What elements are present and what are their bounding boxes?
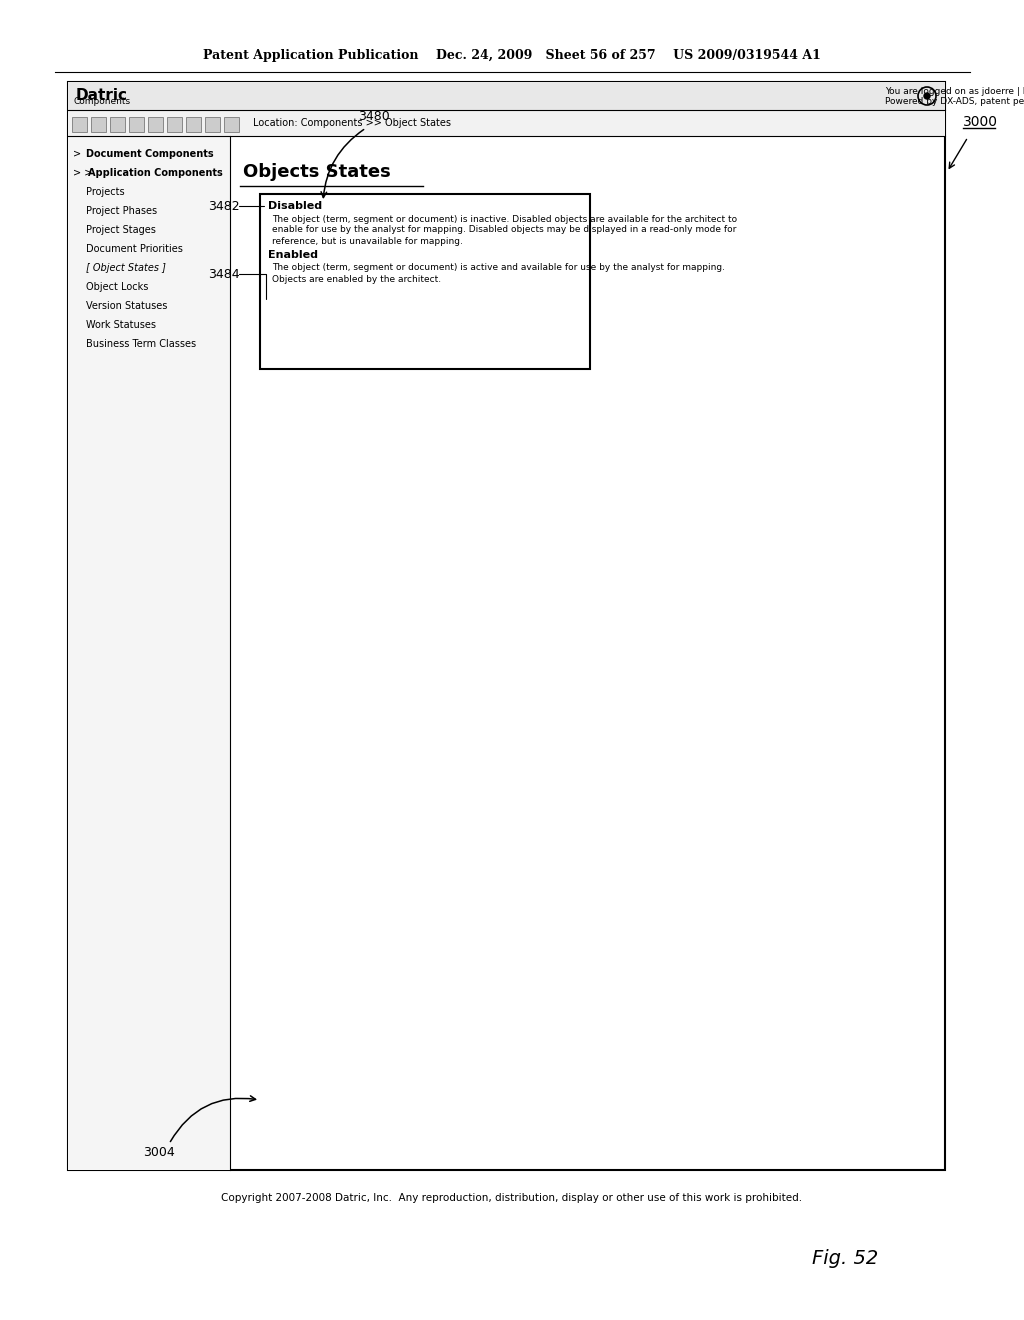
- Text: Project Phases: Project Phases: [86, 206, 157, 216]
- Text: Location: Components >> Object States: Location: Components >> Object States: [253, 117, 451, 128]
- Text: The object (term, segment or document) is active and available for use by the an: The object (term, segment or document) i…: [272, 264, 725, 272]
- Text: > >: > >: [73, 168, 92, 178]
- Bar: [91, 117, 106, 132]
- Text: Objects States: Objects States: [243, 162, 391, 181]
- Bar: [68, 82, 945, 1170]
- Bar: [129, 117, 144, 132]
- Text: Patent Application Publication    Dec. 24, 2009   Sheet 56 of 257    US 2009/031: Patent Application Publication Dec. 24, …: [203, 49, 821, 62]
- Text: 3004: 3004: [143, 1146, 175, 1159]
- Bar: [148, 117, 163, 132]
- Bar: [72, 117, 87, 132]
- Text: Powered by DX-ADS, patent pending: Powered by DX-ADS, patent pending: [885, 98, 1024, 107]
- Bar: [205, 117, 220, 132]
- Bar: [167, 117, 182, 132]
- Text: Components: Components: [73, 98, 130, 107]
- Text: Object Locks: Object Locks: [86, 282, 148, 292]
- Text: >: >: [73, 149, 81, 158]
- Text: Document Priorities: Document Priorities: [86, 244, 183, 253]
- Text: The object (term, segment or document) is inactive. Disabled objects are availab: The object (term, segment or document) i…: [272, 214, 737, 223]
- Text: Business Term Classes: Business Term Classes: [86, 339, 197, 348]
- Text: You are logged on as jdoerre | Log Out: You are logged on as jdoerre | Log Out: [885, 87, 1024, 96]
- Text: Objects are enabled by the architect.: Objects are enabled by the architect.: [272, 275, 441, 284]
- Text: 3480: 3480: [358, 110, 390, 123]
- Text: Document Components: Document Components: [86, 149, 214, 158]
- Text: enable for use by the analyst for mapping. Disabled objects may be displayed in : enable for use by the analyst for mappin…: [272, 226, 736, 235]
- Text: Copyright 2007-2008 Datric, Inc.  Any reproduction, distribution, display or oth: Copyright 2007-2008 Datric, Inc. Any rep…: [221, 1193, 803, 1203]
- Text: [ Object States ]: [ Object States ]: [86, 263, 166, 273]
- Text: Application Components: Application Components: [88, 168, 223, 178]
- Text: 3482: 3482: [208, 199, 240, 213]
- Text: Datric: Datric: [76, 88, 128, 103]
- Text: Disabled: Disabled: [268, 201, 323, 211]
- Text: reference, but is unavailable for mapping.: reference, but is unavailable for mappin…: [272, 236, 463, 246]
- Text: Project Stages: Project Stages: [86, 224, 156, 235]
- Bar: [260, 194, 590, 370]
- Text: 3000: 3000: [963, 115, 998, 129]
- Text: Enabled: Enabled: [268, 249, 318, 260]
- Bar: [224, 117, 239, 132]
- Bar: [68, 82, 945, 110]
- Text: Version Statuses: Version Statuses: [86, 301, 167, 312]
- Text: Fig. 52: Fig. 52: [812, 1249, 879, 1267]
- Text: Projects: Projects: [86, 187, 125, 197]
- Circle shape: [924, 92, 930, 99]
- Bar: [68, 110, 945, 136]
- Bar: [110, 117, 125, 132]
- Bar: [68, 136, 230, 1170]
- Bar: [186, 117, 201, 132]
- Text: 3484: 3484: [208, 268, 240, 281]
- Text: Work Statuses: Work Statuses: [86, 319, 156, 330]
